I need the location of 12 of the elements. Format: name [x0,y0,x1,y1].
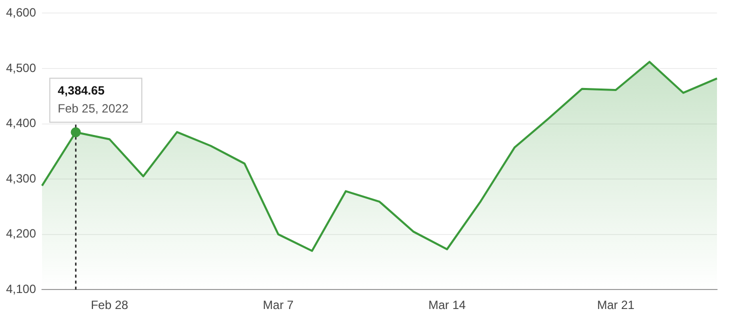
annotation: Feb 25, 2022 [58,102,129,116]
x-tick-label: Mar 7 [262,298,294,312]
data-label: 4,384.65 [58,84,105,98]
x-tick-label: Feb 28 [90,298,129,312]
y-tick-label: 4,500 [6,60,36,75]
y-tick-label: 4,100 [6,282,36,296]
x-tick-label: Mar 21 [597,298,635,312]
y-tick-label: 4,400 [6,116,36,130]
y-tick-label: 4,200 [6,226,36,241]
y-tick-label: 4,300 [6,171,36,186]
x-tick-label: Mar 14 [428,298,466,312]
y-tick-label: 4,600 [6,6,36,20]
